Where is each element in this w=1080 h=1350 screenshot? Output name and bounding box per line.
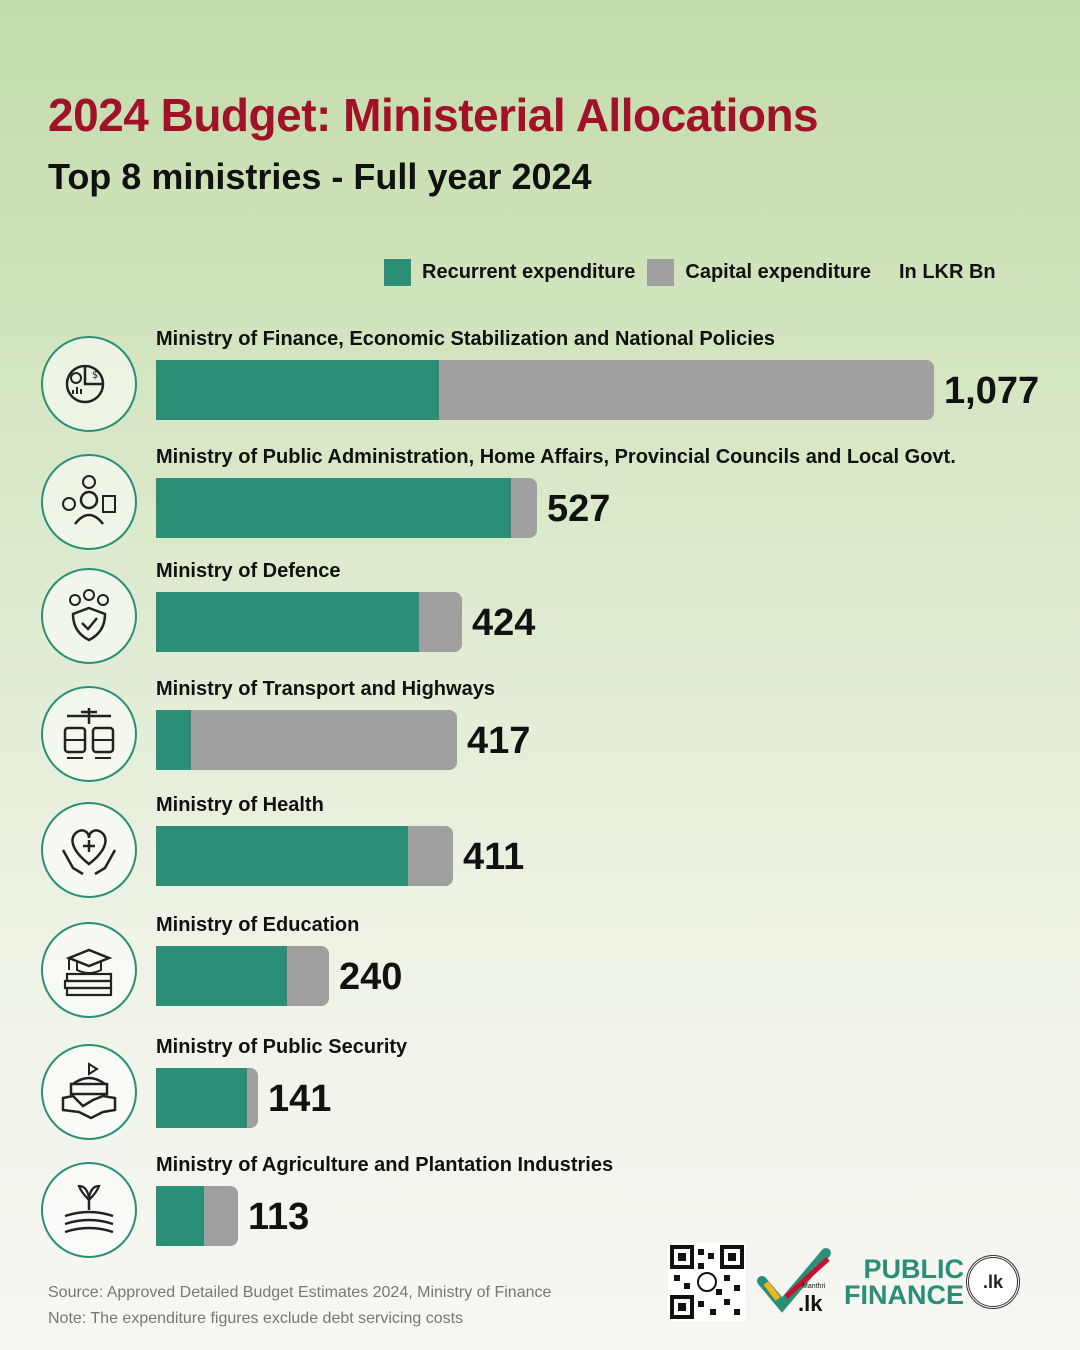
ministry-row: Ministry of Transport and Highways 417: [0, 678, 1080, 798]
bar: [156, 478, 537, 538]
bar-segment-recurrent: [156, 360, 439, 420]
ministry-name: Ministry of Public Security: [156, 1036, 408, 1058]
bar-segment-recurrent: [156, 1068, 247, 1128]
ministry-name: Ministry of Transport and Highways: [156, 678, 495, 700]
bar-segment-recurrent: [156, 946, 287, 1006]
legend-label-capital: Capital expenditure: [685, 260, 871, 283]
legend-recurrent: Recurrent expenditure: [384, 258, 636, 286]
pf-line2: FINANCE: [844, 1280, 964, 1310]
ministry-row: Ministry of Agriculture and Plantation I…: [0, 1154, 1080, 1274]
bar-total-label: 113: [248, 1196, 310, 1238]
defence-shield-icon: [41, 568, 137, 664]
security-handshake-icon: [41, 1044, 137, 1140]
ministry-row: Ministry of Health 411: [0, 794, 1080, 914]
ministry-row: Ministry of Public Security 141: [0, 1036, 1080, 1156]
bar-segment-recurrent: [156, 592, 419, 652]
pf-seal-icon: .lk: [966, 1255, 1020, 1309]
bar-segment-capital: [511, 478, 537, 538]
education-books-icon: [41, 922, 137, 1018]
bar-total-label: 417: [467, 720, 531, 762]
bar-segment-capital: [191, 710, 457, 770]
bar-total-label: 141: [268, 1078, 332, 1120]
legend-swatch-recurrent: [384, 258, 411, 286]
administration-people-icon: [41, 454, 137, 550]
bar-total-label: 1,077: [944, 370, 1040, 412]
ministry-row: Ministry of Defence 424: [0, 560, 1080, 680]
footer-notes: Source: Approved Detailed Budget Estimat…: [48, 1280, 551, 1332]
qr-code-icon: [668, 1243, 746, 1321]
pf-seal-text: .lk: [982, 1271, 1003, 1292]
bar-total-label: 424: [472, 602, 536, 644]
ministry-name: Ministry of Education: [156, 914, 360, 936]
transport-icon: [41, 686, 137, 782]
bar-segment-capital: [287, 946, 329, 1006]
bar-total-label: 240: [339, 956, 403, 998]
bar-segment-capital: [439, 360, 934, 420]
bar-segment-recurrent: [156, 478, 511, 538]
unit-label: In LKR Bn: [899, 260, 996, 283]
ministry-name: Ministry of Public Administration, Home …: [156, 446, 956, 468]
ministry-name: Ministry of Health: [156, 794, 324, 816]
logos: Manthri .lk PUBLIC FINANCE .lk: [668, 1242, 1020, 1322]
manthri-logo: Manthri .lk: [756, 1247, 836, 1317]
bar-segment-recurrent: [156, 710, 191, 770]
bar: [156, 1186, 238, 1246]
bar: [156, 360, 934, 420]
bar-total-label: 411: [463, 836, 525, 878]
manthri-lk-text: .lk: [798, 1291, 823, 1316]
legend-capital: Capital expenditure: [647, 258, 871, 286]
pf-line1: PUBLIC: [863, 1254, 965, 1284]
ministry-name: Ministry of Agriculture and Plantation I…: [156, 1154, 614, 1176]
qr-code-graphic: [670, 1245, 744, 1319]
bar: [156, 946, 329, 1006]
bar-segment-recurrent: [156, 1186, 204, 1246]
bar-segment-capital: [247, 1068, 258, 1128]
finance-chart-icon: $: [41, 336, 137, 432]
legend: Recurrent expenditure Capital expenditur…: [384, 258, 996, 286]
svg-text:$: $: [92, 370, 98, 381]
manthri-small-text: Manthri: [802, 1283, 826, 1290]
chart-title: 2024 Budget: Ministerial Allocations: [48, 89, 819, 141]
legend-label-recurrent: Recurrent expenditure: [422, 260, 636, 283]
chart-subtitle: Top 8 ministries - Full year 2024: [48, 156, 592, 197]
bar-segment-recurrent: [156, 826, 408, 886]
bar: [156, 710, 457, 770]
check-mark-icon: [757, 1248, 831, 1313]
note-text: Note: The expenditure figures exclude de…: [48, 1310, 464, 1327]
ministry-name: Ministry of Defence: [156, 560, 341, 582]
ministry-row: Ministry of Education 240: [0, 914, 1080, 1034]
ministry-row: Ministry of Public Administration, Home …: [0, 446, 1080, 566]
source-text: Source: Approved Detailed Budget Estimat…: [48, 1284, 552, 1301]
bar: [156, 592, 462, 652]
bar: [156, 1068, 258, 1128]
bar-segment-capital: [419, 592, 462, 652]
health-heart-icon: [41, 802, 137, 898]
ministry-name: Ministry of Finance, Economic Stabilizat…: [156, 328, 775, 350]
legend-swatch-capital: [647, 258, 675, 286]
bar: [156, 826, 453, 886]
public-finance-logo: PUBLIC FINANCE .lk: [844, 1255, 1020, 1309]
bar-total-label: 527: [547, 488, 611, 530]
bar-segment-capital: [204, 1186, 238, 1246]
agriculture-plant-icon: [41, 1162, 137, 1258]
bar-segment-capital: [408, 826, 453, 886]
ministry-row: $ Ministry of Finance, Economic Stabiliza…: [0, 328, 1080, 448]
